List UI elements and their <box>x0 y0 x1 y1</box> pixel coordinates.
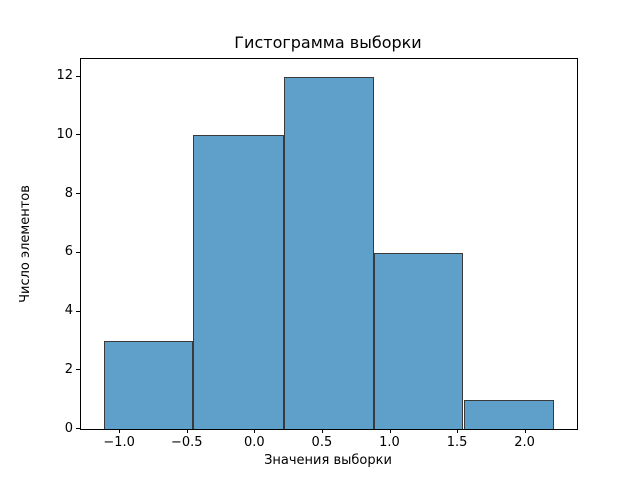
y-tick-label: 10 <box>56 126 73 142</box>
y-tick-mark <box>76 428 80 429</box>
x-tick-mark <box>524 429 526 433</box>
plot-area <box>80 58 578 430</box>
x-tick-label: 2.0 <box>514 435 535 450</box>
x-tick-mark <box>457 429 459 433</box>
chart-title: Гистограмма выборки <box>234 33 422 52</box>
y-tick-label: 4 <box>64 303 73 318</box>
y-tick-mark <box>76 193 80 195</box>
x-tick-mark <box>389 429 391 433</box>
y-tick-mark <box>76 251 80 253</box>
y-tick-label: 12 <box>56 68 73 84</box>
x-tick-mark <box>186 429 188 433</box>
y-tick-mark <box>76 310 80 312</box>
y-axis-label: Число элементов <box>18 185 33 303</box>
x-tick-label: −1.0 <box>103 435 135 450</box>
histogram-bar <box>374 252 464 429</box>
x-tick-mark <box>119 429 121 433</box>
histogram-bar <box>463 399 555 429</box>
histogram-bar <box>283 76 375 429</box>
x-axis-label: Значения выборки <box>264 453 392 468</box>
x-tick-mark <box>254 429 256 433</box>
bars-layer <box>81 59 577 429</box>
histogram-bar <box>193 135 284 429</box>
y-tick-label: 6 <box>64 244 73 260</box>
y-tick-label: 2 <box>64 361 73 377</box>
x-tick-label: 0.5 <box>311 435 333 450</box>
x-tick-label: 0.0 <box>243 435 265 450</box>
y-tick-label: 0 <box>64 420 73 436</box>
x-tick-mark <box>321 429 323 433</box>
y-tick-mark <box>76 134 80 136</box>
y-tick-mark <box>76 75 80 77</box>
x-tick-label: 1.5 <box>446 435 468 450</box>
y-tick-mark <box>76 369 80 371</box>
histogram-bar <box>104 340 194 429</box>
y-tick-label: 8 <box>64 185 73 201</box>
x-tick-label: −0.5 <box>171 435 203 450</box>
x-tick-label: 1.0 <box>379 435 400 450</box>
